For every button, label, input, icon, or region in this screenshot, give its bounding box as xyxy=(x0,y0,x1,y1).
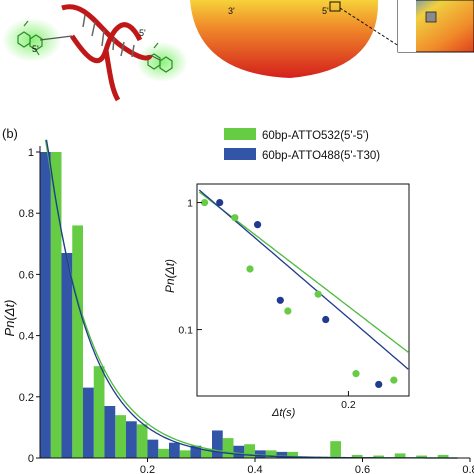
bar-blue-1 xyxy=(61,252,73,458)
y-tick-label: 0.4 xyxy=(19,331,34,343)
main-axes xyxy=(36,146,471,462)
y-tick-label: 0 xyxy=(28,453,34,465)
inset-y-tick-label: 0.1 xyxy=(178,325,193,337)
dye-right-icon xyxy=(147,42,173,73)
strand-label-2: 5' xyxy=(139,28,146,38)
main-tick-labels: 0 0.2 0.4 0.6 0.8 1 0.2 0.4 0.6 0.8 xyxy=(19,147,474,474)
bar-blue-5 xyxy=(147,439,159,458)
bar-blue-9 xyxy=(233,445,245,458)
inset-point-green-3 xyxy=(284,307,292,315)
inset-x-axis-label: Δt(s) xyxy=(271,407,296,419)
legend-label-blue: 60bp-ATTO488(5'-T30) xyxy=(262,150,380,162)
y-tick-label: 0.8 xyxy=(19,208,34,220)
dna-helix-icon xyxy=(39,4,161,102)
inset-point-green-5 xyxy=(352,370,360,378)
bar-blue-3 xyxy=(104,405,116,458)
strand-label-3: 3' xyxy=(228,6,235,16)
bar-blue-4 xyxy=(126,421,137,458)
inset-y-axis-label-text: Pn(Δt) xyxy=(163,259,177,293)
inset-point-blue-3 xyxy=(322,315,330,324)
bar-green-8 xyxy=(222,438,234,458)
bar-green-13 xyxy=(351,454,363,458)
bar-green-6 xyxy=(179,450,191,458)
inset-point-blue-0 xyxy=(216,198,224,207)
inset-point-blue-1 xyxy=(253,221,262,229)
inset-point-green-4 xyxy=(314,290,322,298)
inset-points xyxy=(200,198,398,389)
main-y-axis-label-text: Pn(Δt) xyxy=(2,300,17,337)
inset-point-green-6 xyxy=(390,376,398,384)
bar-green-16 xyxy=(416,455,427,458)
legend-swatch-blue xyxy=(224,148,256,160)
bar-green-2 xyxy=(93,366,105,458)
legend-label-green: 60bp-ATTO532(5'-5') xyxy=(262,130,369,142)
main-bars xyxy=(40,152,449,458)
bar-green-15 xyxy=(394,453,406,458)
zoom-region-box xyxy=(329,1,341,12)
bar-blue-8 xyxy=(212,430,223,458)
bar-green-7 xyxy=(201,448,212,458)
main-y-axis-label: Pn(Δt) xyxy=(2,300,17,337)
inset-chart: 1 0.1 0.2 Δt(s) Pn(Δt) xyxy=(163,183,410,419)
x-tick-label: 0.8 xyxy=(462,464,474,474)
bar-green-9 xyxy=(244,444,255,458)
bar-blue-6 xyxy=(169,442,180,458)
bar-blue-10 xyxy=(255,450,266,458)
bar-green-5 xyxy=(158,448,169,458)
bar-blue-2 xyxy=(83,387,94,458)
nucleus-shape xyxy=(190,0,379,78)
bar-green-17 xyxy=(437,454,449,458)
bar-green-4 xyxy=(136,424,148,458)
y-tick-label: 1 xyxy=(28,147,34,159)
dye-left-icon xyxy=(17,20,43,56)
bar-blue-0 xyxy=(40,152,51,458)
bar-green-10 xyxy=(265,450,277,458)
bar-blue-7 xyxy=(190,445,202,458)
bar-green-0 xyxy=(50,152,62,458)
x-tick-label: 0.4 xyxy=(247,464,262,474)
panel-a-illustration: 5' 5' 3' 5' xyxy=(2,0,474,102)
inset-tick-labels: 1 0.1 0.2 xyxy=(178,198,355,411)
bar-green-12 xyxy=(330,441,341,458)
x-tick-label: 0.2 xyxy=(140,464,155,474)
inset-y-tick-label: 1 xyxy=(187,198,193,210)
y-tick-label: 0.6 xyxy=(19,269,34,281)
strand-label-4: 5' xyxy=(322,6,329,16)
inset-point-green-2 xyxy=(246,265,254,273)
inset-point-green-1 xyxy=(231,214,239,222)
inset-point-green-0 xyxy=(200,198,209,207)
bar-green-14 xyxy=(373,455,384,458)
legend-swatch-green xyxy=(224,128,256,140)
inset-point-blue-2 xyxy=(276,296,284,304)
zoom-inset xyxy=(397,0,474,53)
inset-point-blue-4 xyxy=(375,380,383,389)
inset-y-axis-label: Pn(Δt) xyxy=(163,259,177,293)
inset-x-tick-label: 0.2 xyxy=(341,399,356,411)
y-tick-label: 0.2 xyxy=(19,392,34,404)
bar-green-1 xyxy=(72,225,83,458)
glow-right xyxy=(136,42,188,82)
main-histogram: 0 0.2 0.4 0.6 0.8 1 0.2 0.4 0.6 0.8 Pn(Δt) xyxy=(2,139,474,474)
strand-label-1: 5' xyxy=(32,44,39,54)
bar-green-3 xyxy=(115,415,126,458)
bar-green-11 xyxy=(287,451,298,458)
legend: 60bp-ATTO532(5'-5') 60bp-ATTO488(5'-T30) xyxy=(224,128,380,162)
zoom-connector xyxy=(339,7,403,49)
x-tick-label: 0.6 xyxy=(355,464,370,474)
bar-blue-11 xyxy=(276,451,288,458)
glow-left xyxy=(2,18,62,62)
panel-b-label: (b) xyxy=(2,126,18,141)
